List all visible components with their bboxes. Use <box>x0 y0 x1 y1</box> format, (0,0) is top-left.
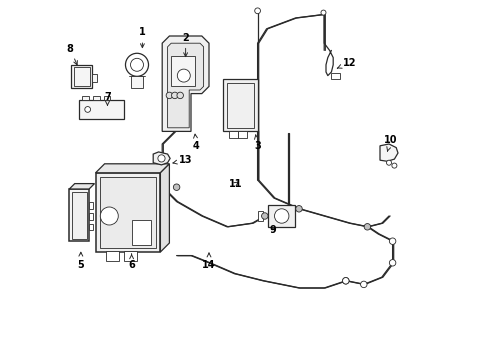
Text: 3: 3 <box>254 135 261 151</box>
Circle shape <box>85 107 91 112</box>
Bar <box>269 205 295 227</box>
Text: 13: 13 <box>173 155 193 165</box>
Circle shape <box>364 224 370 230</box>
Circle shape <box>166 92 172 99</box>
Text: 2: 2 <box>182 33 189 57</box>
Bar <box>89 213 93 220</box>
Polygon shape <box>162 36 209 131</box>
Text: 6: 6 <box>128 254 135 270</box>
Text: 12: 12 <box>337 58 356 68</box>
Bar <box>74 67 90 86</box>
Bar <box>229 131 238 138</box>
Circle shape <box>390 238 396 244</box>
Circle shape <box>296 206 302 212</box>
Bar <box>69 189 89 241</box>
Circle shape <box>361 281 367 288</box>
Bar <box>258 211 263 221</box>
Text: 1: 1 <box>139 27 146 48</box>
Bar <box>106 251 119 261</box>
Bar <box>124 251 137 261</box>
Circle shape <box>274 209 289 223</box>
Circle shape <box>158 155 165 162</box>
Bar <box>132 220 151 245</box>
Circle shape <box>173 184 180 190</box>
Bar <box>92 74 97 82</box>
Circle shape <box>172 66 185 78</box>
Text: 5: 5 <box>77 252 84 270</box>
Circle shape <box>255 8 261 14</box>
Bar <box>223 79 258 131</box>
Circle shape <box>177 69 190 82</box>
Circle shape <box>177 92 183 99</box>
Bar <box>100 177 156 248</box>
Bar <box>171 56 195 86</box>
Text: 9: 9 <box>270 225 276 235</box>
Bar <box>72 192 87 239</box>
Bar <box>227 83 254 128</box>
Bar <box>104 96 110 100</box>
Bar <box>82 96 89 100</box>
Bar <box>72 65 92 88</box>
Bar <box>331 73 341 79</box>
Polygon shape <box>380 144 398 161</box>
Circle shape <box>167 60 190 84</box>
Polygon shape <box>160 164 170 252</box>
Circle shape <box>172 92 178 99</box>
Polygon shape <box>153 152 170 165</box>
Bar <box>93 96 99 100</box>
Text: 11: 11 <box>229 179 243 189</box>
Text: 7: 7 <box>104 92 111 105</box>
Bar <box>96 173 160 252</box>
Circle shape <box>130 58 144 71</box>
Bar <box>238 131 247 138</box>
Text: 14: 14 <box>202 253 216 270</box>
Text: 8: 8 <box>67 44 77 65</box>
Text: 4: 4 <box>193 134 200 151</box>
Bar <box>89 224 93 230</box>
Bar <box>89 202 93 209</box>
Circle shape <box>321 10 326 15</box>
Circle shape <box>387 160 392 165</box>
Polygon shape <box>168 43 204 128</box>
Circle shape <box>262 213 268 219</box>
Circle shape <box>125 53 148 76</box>
Bar <box>130 76 144 88</box>
Circle shape <box>343 278 349 284</box>
Circle shape <box>392 163 397 168</box>
Circle shape <box>390 260 396 266</box>
Bar <box>79 100 123 119</box>
Circle shape <box>343 278 349 284</box>
Text: 10: 10 <box>384 135 397 151</box>
Circle shape <box>100 207 118 225</box>
Polygon shape <box>69 184 95 189</box>
Polygon shape <box>96 164 170 173</box>
